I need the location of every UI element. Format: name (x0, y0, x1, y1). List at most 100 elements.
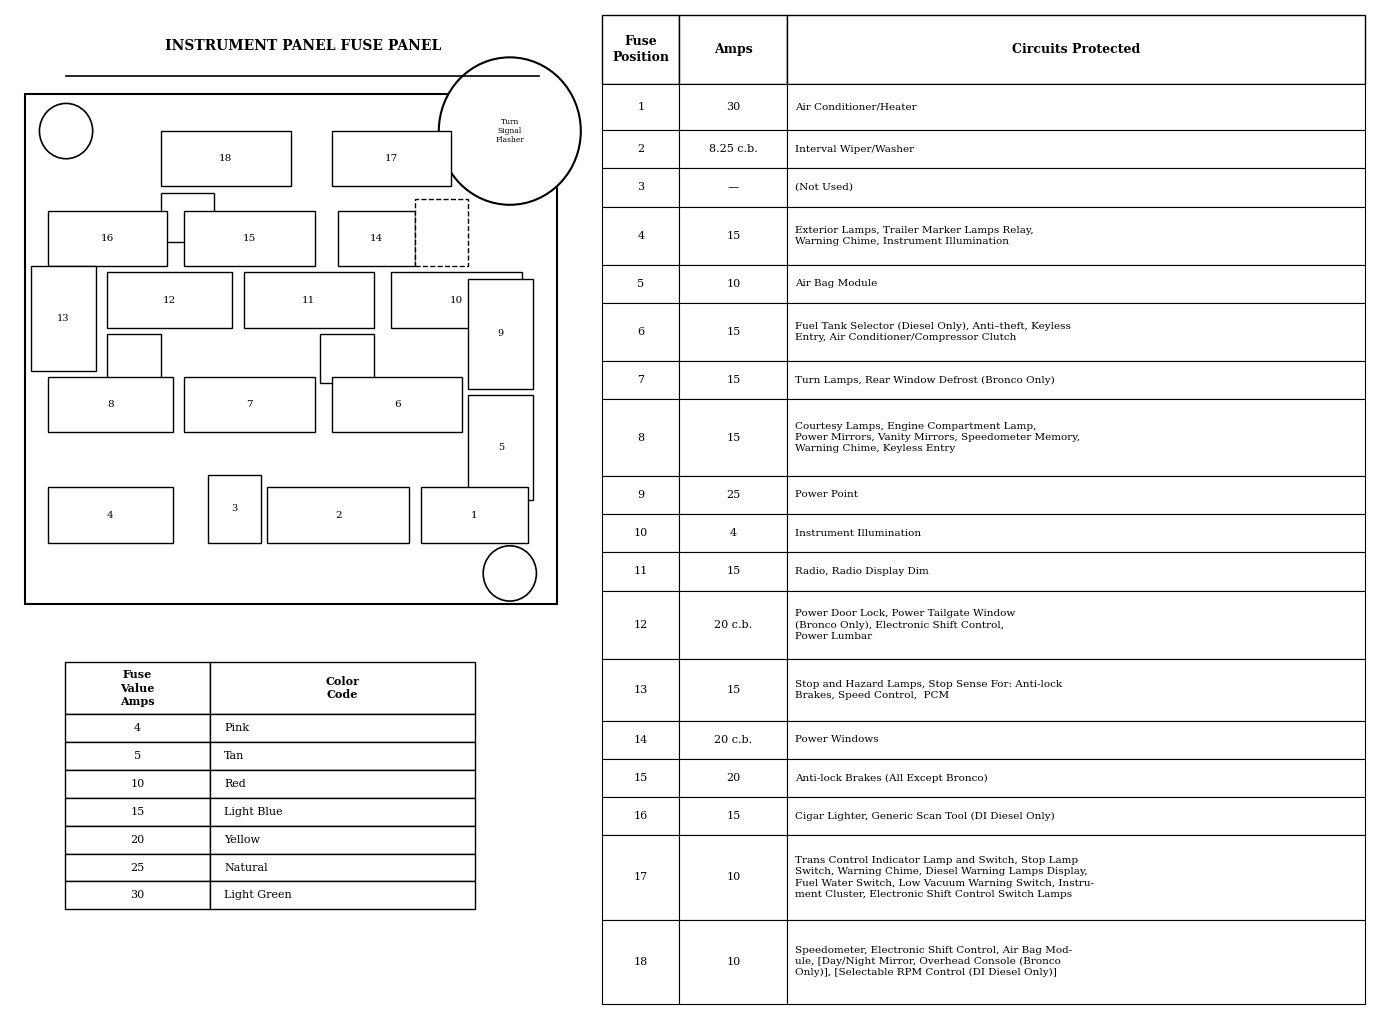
Text: 18: 18 (219, 155, 233, 163)
Text: 20 c.b.: 20 c.b. (714, 620, 753, 630)
Text: Cigar Lighter, Generic Scan Tool (DI Diesel Only): Cigar Lighter, Generic Scan Tool (DI Die… (795, 812, 1055, 821)
Bar (208, 475, 261, 543)
Bar (66, 770, 211, 798)
Bar (787, 168, 1365, 207)
Text: 9: 9 (637, 489, 644, 500)
Text: 6: 6 (637, 327, 644, 337)
Bar (603, 15, 680, 84)
Text: 2: 2 (334, 511, 341, 519)
Bar (680, 207, 787, 264)
Bar (680, 130, 787, 168)
Bar (603, 399, 680, 476)
Text: 3: 3 (637, 182, 644, 193)
Text: 30: 30 (131, 891, 144, 900)
Text: 25: 25 (131, 862, 144, 872)
Bar (161, 193, 213, 242)
Bar (603, 659, 680, 721)
Bar (66, 715, 211, 742)
Bar (787, 552, 1365, 591)
Bar (603, 552, 680, 591)
Bar (267, 487, 409, 543)
Bar (680, 759, 787, 797)
Bar (680, 168, 787, 207)
Bar (66, 742, 211, 770)
Bar (25, 94, 557, 604)
Bar (421, 487, 527, 543)
Bar (244, 272, 374, 328)
Text: 25: 25 (727, 489, 740, 500)
Text: 15: 15 (242, 234, 256, 243)
Text: 8: 8 (107, 400, 114, 409)
Bar (603, 920, 680, 1004)
Bar (680, 721, 787, 759)
Text: 1: 1 (637, 102, 644, 112)
Text: Trans Control Indicator Lamp and Switch, Stop Lamp
Switch, Warning Chime, Diesel: Trans Control Indicator Lamp and Switch,… (795, 856, 1094, 899)
Text: 11: 11 (301, 296, 315, 304)
Bar (680, 514, 787, 552)
Text: —: — (728, 182, 739, 193)
Bar (468, 279, 534, 389)
Bar (603, 168, 680, 207)
Text: Amps: Amps (714, 43, 753, 56)
Bar (787, 920, 1365, 1004)
Text: 12: 12 (634, 620, 648, 630)
Bar (680, 15, 787, 84)
Bar (603, 836, 680, 920)
Text: Tan: Tan (224, 752, 245, 761)
Bar (680, 303, 787, 361)
Text: 5: 5 (637, 279, 644, 289)
Bar (603, 797, 680, 836)
Text: 10: 10 (450, 296, 464, 304)
Bar (680, 476, 787, 514)
Bar (603, 759, 680, 797)
Text: 18: 18 (634, 956, 648, 967)
Text: 20: 20 (131, 835, 144, 845)
Bar (66, 854, 211, 882)
Text: Speedometer, Electronic Shift Control, Air Bag Mod-
ule, [Day/Night Mirror, Over: Speedometer, Electronic Shift Control, A… (795, 946, 1072, 978)
Text: 6: 6 (394, 400, 400, 409)
Bar (107, 272, 231, 328)
Bar (787, 130, 1365, 168)
Bar (416, 199, 468, 266)
Text: Anti-lock Brakes (All Except Bronco): Anti-lock Brakes (All Except Bronco) (795, 773, 988, 782)
Text: 9: 9 (498, 330, 504, 338)
Bar (787, 264, 1365, 303)
Text: 4: 4 (133, 723, 142, 733)
Bar (209, 715, 475, 742)
Text: 10: 10 (727, 956, 740, 967)
Text: 3: 3 (231, 505, 238, 513)
Text: Interval Wiper/Washer: Interval Wiper/Washer (795, 144, 914, 154)
Bar (680, 264, 787, 303)
Text: Fuse
Position: Fuse Position (612, 35, 670, 65)
Bar (603, 207, 680, 264)
Bar (680, 836, 787, 920)
Text: 15: 15 (727, 432, 740, 442)
Text: 15: 15 (727, 811, 740, 821)
Bar (680, 920, 787, 1004)
Bar (209, 798, 475, 825)
Text: 8: 8 (637, 432, 644, 442)
Bar (603, 84, 680, 130)
Text: Power Point: Power Point (795, 490, 859, 500)
Text: 7: 7 (246, 400, 253, 409)
Bar (48, 377, 172, 432)
Circle shape (439, 57, 581, 205)
Text: 1: 1 (471, 511, 477, 519)
Text: 20 c.b.: 20 c.b. (714, 735, 753, 744)
Bar (209, 770, 475, 798)
Text: 12: 12 (162, 296, 176, 304)
Text: Radio, Radio Display Dim: Radio, Radio Display Dim (795, 567, 929, 575)
Bar (680, 361, 787, 399)
Bar (787, 15, 1365, 84)
Bar (332, 131, 450, 186)
Bar (787, 303, 1365, 361)
Text: 11: 11 (634, 566, 648, 577)
Bar (321, 334, 374, 383)
Bar (680, 552, 787, 591)
Text: 15: 15 (634, 773, 648, 783)
Text: 13: 13 (56, 314, 69, 323)
Text: Air Bag Module: Air Bag Module (795, 280, 878, 289)
Text: 5: 5 (133, 752, 142, 761)
Bar (787, 759, 1365, 797)
Bar (787, 361, 1365, 399)
